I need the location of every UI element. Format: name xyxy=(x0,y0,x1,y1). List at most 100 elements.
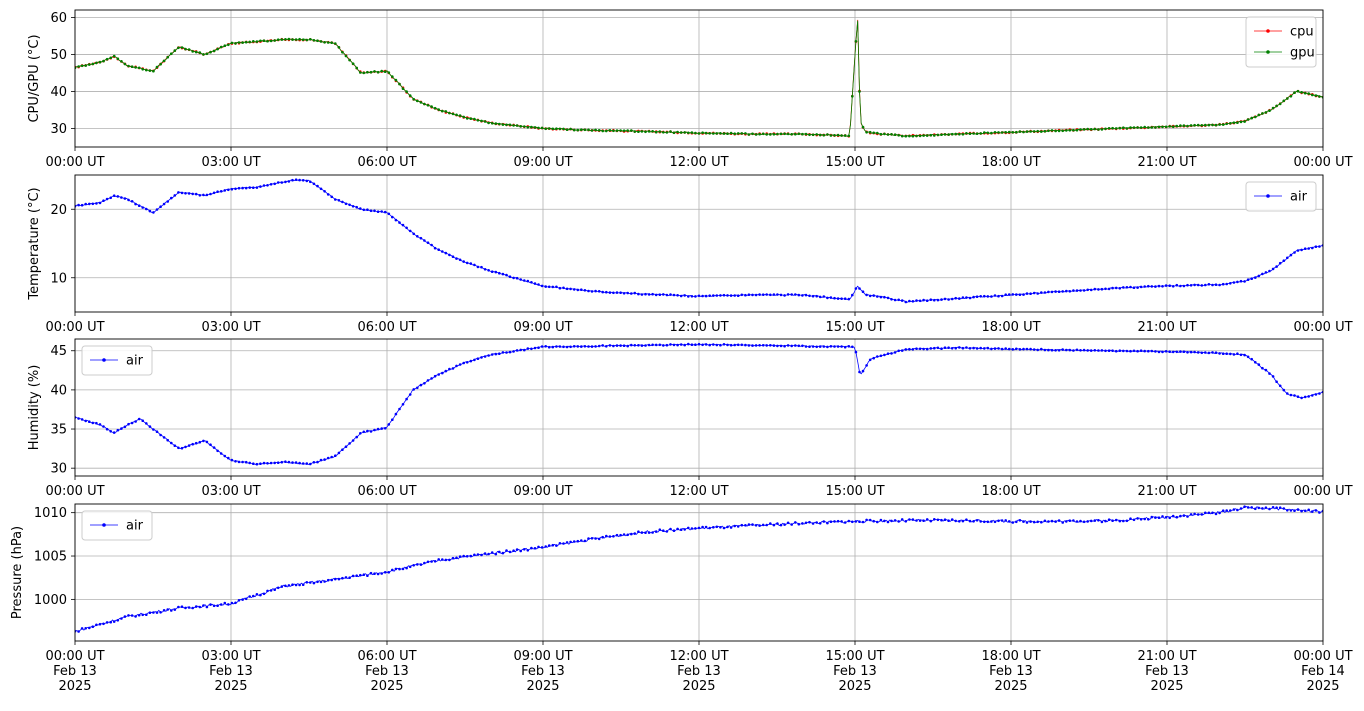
data-point xyxy=(180,46,184,49)
data-point xyxy=(690,295,694,298)
data-point xyxy=(854,350,858,354)
data-point xyxy=(883,519,886,523)
data-point xyxy=(601,535,604,539)
data-point xyxy=(1011,293,1015,296)
data-point xyxy=(180,446,184,450)
data-point xyxy=(1246,355,1250,359)
data-point xyxy=(501,551,505,555)
data-point xyxy=(715,132,719,135)
data-point xyxy=(722,526,726,530)
data-point xyxy=(1057,129,1061,133)
data-point xyxy=(958,133,961,136)
data-point xyxy=(401,567,405,571)
data-point xyxy=(1122,349,1125,353)
data-point xyxy=(116,619,120,622)
data-point xyxy=(555,127,558,130)
series-markers-air xyxy=(75,505,1323,633)
data-point xyxy=(323,458,326,461)
data-point xyxy=(227,43,230,47)
data-point xyxy=(1136,349,1139,353)
data-point xyxy=(797,522,801,526)
data-point xyxy=(180,191,184,195)
data-point xyxy=(1254,361,1257,364)
data-point xyxy=(751,293,754,297)
data-point xyxy=(1161,125,1164,129)
data-point xyxy=(990,295,993,298)
data-point xyxy=(886,296,890,300)
data-point xyxy=(266,462,269,465)
data-point xyxy=(448,558,451,562)
data-point xyxy=(961,346,965,350)
data-point xyxy=(473,263,476,267)
data-point xyxy=(465,555,469,558)
data-point xyxy=(1282,259,1286,263)
data-point xyxy=(1132,126,1136,129)
data-point xyxy=(1057,349,1061,352)
data-point xyxy=(1179,350,1182,353)
data-point xyxy=(1154,350,1157,353)
data-point xyxy=(822,295,826,298)
data-point xyxy=(1143,125,1146,129)
data-point xyxy=(608,344,612,347)
data-point xyxy=(808,345,811,349)
data-point xyxy=(968,347,972,350)
data-point xyxy=(430,560,433,563)
data-point xyxy=(152,428,155,431)
data-point xyxy=(237,460,241,464)
data-point xyxy=(1089,349,1093,352)
data-point xyxy=(1193,512,1196,516)
data-point xyxy=(583,345,587,348)
data-point xyxy=(276,181,280,184)
data-point xyxy=(694,527,697,530)
data-point xyxy=(1236,508,1239,512)
data-point xyxy=(851,95,854,98)
data-point xyxy=(1104,287,1107,291)
data-point xyxy=(562,286,565,290)
data-point xyxy=(1097,288,1100,291)
data-point xyxy=(84,202,87,206)
data-point xyxy=(1157,125,1161,129)
data-point xyxy=(975,132,979,135)
data-point xyxy=(1111,349,1114,353)
data-point xyxy=(1043,348,1047,352)
data-point xyxy=(565,541,569,544)
data-point xyxy=(929,519,933,523)
plot-area xyxy=(75,505,1323,633)
data-point xyxy=(198,605,202,609)
data-point xyxy=(779,344,783,348)
data-point xyxy=(562,542,565,545)
data-point xyxy=(91,62,95,66)
data-point xyxy=(990,131,993,135)
data-point xyxy=(883,295,886,299)
data-point xyxy=(836,133,840,137)
data-point xyxy=(797,344,801,348)
data-point xyxy=(1207,511,1211,515)
data-point xyxy=(1207,283,1211,286)
data-point xyxy=(1239,353,1243,357)
data-point xyxy=(1278,261,1282,265)
data-point xyxy=(865,518,868,522)
data-point xyxy=(166,438,169,442)
data-point xyxy=(918,347,922,351)
data-point xyxy=(569,540,572,544)
data-point xyxy=(184,47,187,51)
data-point xyxy=(465,261,469,265)
data-point xyxy=(865,131,868,134)
data-point xyxy=(647,130,651,133)
data-point xyxy=(704,525,708,529)
data-point xyxy=(1129,517,1132,520)
data-point xyxy=(1243,280,1246,283)
data-point xyxy=(729,526,733,529)
data-point xyxy=(794,293,797,296)
data-point xyxy=(1032,130,1036,133)
data-point xyxy=(1214,351,1218,355)
data-point xyxy=(519,125,522,128)
data-point xyxy=(141,419,144,423)
data-point xyxy=(754,293,758,297)
data-point xyxy=(469,262,473,265)
x-tick-label: 21:00 UT Feb 13 2025 xyxy=(1137,649,1196,694)
data-point xyxy=(1125,519,1129,523)
data-point xyxy=(587,289,590,293)
data-point xyxy=(223,601,227,605)
data-point xyxy=(897,134,900,137)
